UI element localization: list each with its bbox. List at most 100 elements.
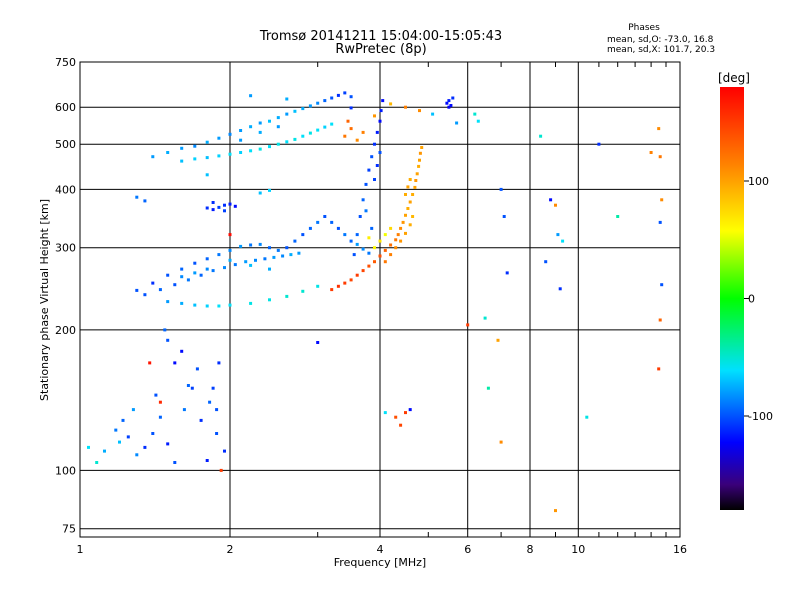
data-point (558, 287, 562, 291)
data-point (281, 254, 285, 258)
data-point (316, 220, 320, 224)
data-point (126, 435, 130, 439)
data-point (361, 247, 365, 251)
data-point (323, 125, 327, 129)
data-point (414, 179, 418, 182)
data-point (343, 134, 347, 138)
data-point (285, 140, 289, 144)
data-point (95, 461, 99, 464)
data-point (239, 151, 243, 154)
data-point (268, 267, 271, 271)
data-point (228, 132, 232, 136)
data-point (418, 151, 422, 155)
data-point (223, 209, 226, 213)
data-point (383, 411, 387, 415)
data-point (373, 178, 376, 181)
x-tick-label: 8 (527, 543, 534, 556)
data-point (217, 136, 221, 140)
data-point (301, 289, 305, 293)
data-point (211, 386, 215, 390)
data-point (476, 119, 480, 123)
data-point (349, 278, 353, 282)
data-point (549, 198, 553, 202)
data-point (158, 400, 162, 404)
data-point (239, 138, 243, 142)
data-point (254, 258, 257, 262)
plot-frame (79, 61, 681, 538)
data-point (379, 109, 383, 113)
data-point (406, 185, 410, 189)
x-tick-label: 1 (77, 543, 84, 556)
data-point (352, 253, 356, 257)
data-point (276, 125, 280, 129)
data-point (205, 173, 209, 177)
data-point (143, 293, 147, 297)
data-point (258, 191, 262, 195)
data-point (505, 271, 509, 275)
data-point (355, 233, 359, 237)
y-tick-label: 500 (55, 138, 76, 151)
data-point (258, 130, 262, 134)
data-point (408, 200, 412, 204)
data-point (364, 182, 368, 186)
data-point (223, 203, 226, 207)
y-tick-label: 300 (55, 242, 76, 255)
data-point (378, 239, 382, 243)
data-point (330, 220, 334, 224)
data-point (249, 243, 253, 247)
data-point (258, 242, 262, 246)
data-point (502, 215, 506, 218)
data-point (349, 106, 353, 110)
data-point (103, 449, 106, 453)
data-point (349, 127, 353, 131)
grid-lines (80, 62, 680, 537)
data-point (249, 125, 253, 129)
data-point (158, 415, 162, 419)
data-point (404, 105, 407, 109)
data-point (585, 415, 589, 419)
data-point (418, 109, 421, 113)
data-point (361, 269, 365, 273)
data-point (408, 223, 412, 227)
data-point (378, 254, 382, 258)
data-point (349, 239, 353, 243)
data-point (223, 449, 226, 453)
data-point (263, 257, 267, 261)
data-point (404, 231, 407, 235)
data-point (408, 408, 412, 412)
data-point (660, 198, 664, 202)
data-point (228, 258, 232, 262)
data-point (205, 206, 209, 210)
data-point (166, 151, 170, 154)
data-point (367, 168, 371, 172)
data-point (496, 338, 500, 342)
data-point (208, 400, 212, 404)
data-point (228, 233, 232, 237)
data-point (486, 386, 490, 390)
data-point (193, 303, 197, 307)
data-point (87, 445, 90, 449)
data-point (215, 432, 219, 435)
data-point (367, 264, 371, 268)
data-point (131, 408, 135, 412)
colorbar-label: [deg] (718, 71, 750, 85)
data-point (399, 226, 403, 230)
data-point (180, 301, 184, 305)
colorbar-tick-label: 0 (748, 293, 755, 306)
data-point (301, 233, 305, 237)
data-point (378, 151, 382, 154)
data-point (415, 172, 419, 176)
data-point (336, 226, 340, 230)
data-point (166, 273, 170, 277)
data-point (370, 155, 374, 159)
x-axis-label: Frequency [MHz] (334, 556, 426, 569)
data-point (173, 361, 177, 365)
data-point (285, 294, 289, 298)
data-point (272, 255, 276, 259)
data-point (228, 152, 232, 156)
data-point (383, 233, 387, 237)
data-point (447, 105, 451, 109)
data-point (289, 253, 293, 257)
data-point (375, 164, 379, 167)
